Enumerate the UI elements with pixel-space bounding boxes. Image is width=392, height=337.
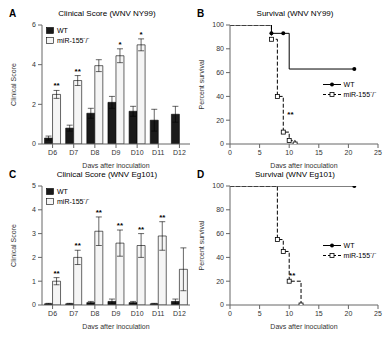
svg-text:*: * [140, 30, 144, 39]
svg-text:**: ** [75, 241, 82, 250]
svg-text:**: ** [75, 67, 82, 76]
svg-text:D11: D11 [152, 309, 164, 316]
svg-text:20: 20 [216, 277, 224, 284]
html-text:Clinical Score (WNV Eg101): Clinical Score (WNV Eg101) [56, 169, 158, 179]
svg-text:20: 20 [345, 309, 353, 316]
svg-text:**: ** [96, 207, 103, 216]
svg-text:60: 60 [216, 230, 224, 237]
svg-text:D9: D9 [112, 149, 121, 156]
html-text:miR-155⁻/⁻: miR-155⁻/⁻ [343, 91, 376, 99]
html-text:WT: WT [343, 241, 355, 249]
svg-text:D12: D12 [173, 309, 186, 316]
svg-text:0: 0 [220, 140, 224, 147]
svg-text:4: 4 [32, 61, 36, 68]
html-text:miR-155⁻/⁻: miR-155⁻/⁻ [57, 197, 90, 205]
html-text:miR-155⁻/⁻: miR-155⁻/⁻ [57, 37, 90, 44]
svg-text:**: ** [53, 81, 60, 90]
svg-text:D10: D10 [131, 309, 144, 316]
svg-text:**: ** [138, 224, 145, 233]
svg-text:*: * [118, 40, 122, 49]
svg-text:D12: D12 [173, 149, 186, 156]
svg-text:15: 15 [315, 309, 323, 316]
svg-text:D7: D7 [69, 309, 78, 316]
svg-text:80: 80 [216, 45, 224, 52]
svg-text:80: 80 [216, 206, 224, 213]
svg-text:40: 40 [216, 253, 224, 260]
svg-text:Percent survival: Percent survival [198, 59, 205, 109]
svg-text:0: 0 [220, 301, 224, 308]
svg-text:60: 60 [216, 69, 224, 76]
svg-text:1: 1 [32, 277, 36, 284]
svg-text:**: ** [117, 221, 124, 230]
svg-text:25: 25 [374, 309, 382, 316]
svg-text:20: 20 [216, 117, 224, 124]
svg-text:**: ** [159, 212, 166, 221]
html-text:Clinical Score (WNV NY99): Clinical Score (WNV NY99) [58, 9, 156, 18]
svg-text:100: 100 [212, 182, 224, 189]
svg-text:40: 40 [216, 93, 224, 100]
svg-text:5: 5 [32, 182, 36, 189]
svg-text:D7: D7 [69, 149, 78, 156]
svg-text:0: 0 [228, 309, 232, 316]
svg-text:Days after inoculation: Days after inoculation [82, 323, 149, 329]
svg-text:Clinical Score: Clinical Score [10, 63, 17, 106]
svg-text:Days after inoculation: Days after inoculation [270, 323, 337, 329]
svg-text:Days after inoculation: Days after inoculation [82, 162, 149, 168]
html-text:WT: WT [57, 187, 68, 195]
svg-text:0: 0 [228, 149, 232, 156]
html-text:miR-155⁻/⁻: miR-155⁻/⁻ [343, 251, 376, 259]
svg-text:D10: D10 [131, 149, 144, 156]
svg-text:25: 25 [374, 149, 382, 156]
svg-text:Percent survival: Percent survival [198, 220, 205, 270]
svg-text:Days after inoculation: Days after inoculation [270, 162, 337, 168]
svg-text:0: 0 [32, 140, 36, 147]
svg-text:2: 2 [32, 101, 36, 108]
svg-text:**: ** [53, 268, 60, 277]
html-text:Survival (WNV NY99): Survival (WNV NY99) [256, 9, 334, 18]
svg-text:0: 0 [32, 301, 36, 308]
html-text:D: D [197, 168, 205, 180]
svg-text:D8: D8 [90, 149, 99, 156]
svg-text:D8: D8 [90, 309, 99, 316]
svg-text:3: 3 [32, 230, 36, 237]
html-text:WT: WT [343, 81, 355, 89]
html-text:A: A [9, 8, 17, 19]
svg-text:D11: D11 [152, 149, 164, 156]
html-text:WT: WT [57, 27, 68, 34]
svg-text:10: 10 [285, 309, 293, 316]
html-text:B: B [197, 8, 205, 19]
svg-text:D6: D6 [48, 149, 57, 156]
svg-text:5: 5 [258, 149, 262, 156]
svg-text:100: 100 [212, 21, 224, 28]
svg-text:4: 4 [32, 206, 36, 213]
svg-text:6: 6 [32, 21, 36, 28]
svg-text:D6: D6 [48, 309, 57, 316]
svg-text:10: 10 [285, 149, 293, 156]
svg-text:20: 20 [345, 149, 353, 156]
svg-text:15: 15 [315, 149, 323, 156]
svg-text:2: 2 [32, 253, 36, 260]
svg-text:5: 5 [258, 309, 262, 316]
svg-text:D9: D9 [112, 309, 121, 316]
html-text:Survival (WNV Eg101): Survival (WNV Eg101) [255, 169, 335, 179]
svg-text:**: ** [289, 270, 296, 279]
svg-text:Clinical Score: Clinical Score [10, 223, 17, 266]
html-text:C: C [9, 168, 17, 180]
svg-text:**: ** [287, 110, 294, 119]
